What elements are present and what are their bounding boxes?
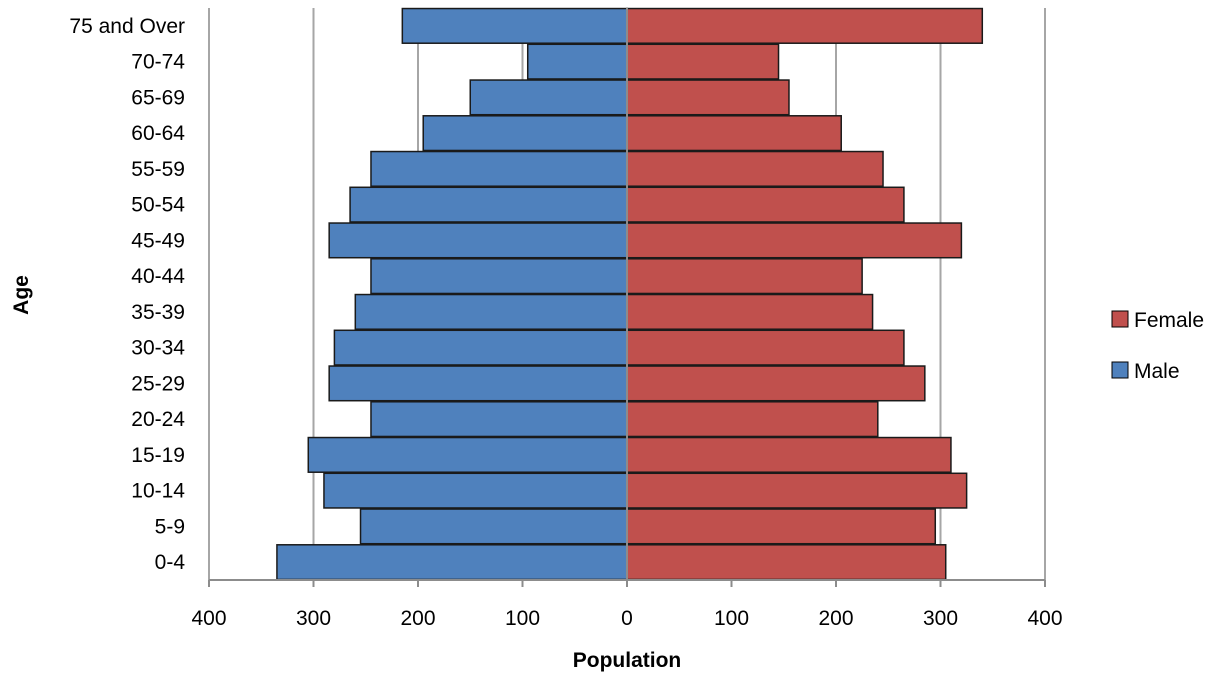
y-tick-label: 60-64 — [131, 122, 185, 145]
bar-male-10-14 — [323, 472, 628, 509]
bar-male-35-39 — [354, 293, 628, 330]
bar-female-10-14 — [626, 472, 968, 509]
x-tick-labels: 400 300 200 100 0 100 200 300 400 — [191, 607, 1062, 630]
legend-label-male: Male — [1134, 360, 1180, 383]
bar-female-25-29 — [626, 365, 926, 402]
y-axis-title: Age — [10, 275, 33, 315]
y-tick-label: 20-24 — [131, 408, 185, 431]
bar-female-65-69 — [626, 79, 790, 116]
bar-female-40-44 — [626, 258, 863, 295]
bar-female-5-9 — [626, 508, 937, 545]
x-tick-label: 0 — [621, 607, 633, 630]
female-bars — [626, 7, 984, 581]
bar-male-25-29 — [328, 365, 628, 402]
bar-male-0-4 — [276, 544, 628, 581]
y-tick-label: 15-19 — [131, 444, 185, 467]
bar-female-0-4 — [626, 544, 947, 581]
legend-swatch-female — [1111, 310, 1129, 328]
bar-male-5-9 — [359, 508, 628, 545]
bar-male-30-34 — [333, 329, 628, 366]
bar-female-50-54 — [626, 186, 905, 223]
legend-swatch-male — [1111, 361, 1129, 379]
y-tick-label: 50-54 — [131, 194, 185, 217]
bar-male-60-64 — [422, 115, 628, 152]
bar-male-45-49 — [328, 222, 628, 259]
y-tick-label: 65-69 — [131, 86, 185, 109]
x-tick-label: 400 — [191, 607, 226, 630]
legend-label-female: Female — [1134, 309, 1204, 332]
x-tick-label: 300 — [296, 607, 331, 630]
bar-male-75-and-over — [401, 7, 628, 44]
y-tick-label: 40-44 — [131, 265, 185, 288]
male-bars — [276, 7, 628, 581]
bar-female-45-49 — [626, 222, 963, 259]
bar-male-50-54 — [349, 186, 628, 223]
bar-female-35-39 — [626, 293, 874, 330]
y-tick-label: 25-29 — [131, 372, 185, 395]
bar-female-15-19 — [626, 436, 952, 473]
y-tick-label: 10-14 — [131, 480, 185, 503]
y-tick-label: 45-49 — [131, 229, 185, 252]
bar-female-70-74 — [626, 43, 780, 80]
y-tick-label: 75 and Over — [69, 15, 185, 38]
bar-male-55-59 — [370, 150, 628, 187]
y-tick-label: 55-59 — [131, 158, 185, 181]
bar-male-15-19 — [307, 436, 628, 473]
y-tick-labels: 0-4 5-9 10-14 15-19 20-24 25-29 30-34 35-39 40-4… — [69, 15, 185, 574]
y-tick-label: 0-4 — [155, 551, 186, 574]
bar-female-20-24 — [626, 401, 879, 438]
x-tick-label: 200 — [400, 607, 435, 630]
y-tick-label: 30-34 — [131, 337, 185, 360]
y-tick-label: 5-9 — [155, 515, 185, 538]
x-axis-title: Population — [573, 649, 682, 672]
bar-male-20-24 — [370, 401, 628, 438]
bar-male-65-69 — [469, 79, 628, 116]
bar-female-75-and-over — [626, 7, 984, 44]
x-tick-label: 100 — [505, 607, 540, 630]
bar-male-70-74 — [526, 43, 628, 80]
x-tick-label: 300 — [923, 607, 958, 630]
x-tick-label: 100 — [714, 607, 749, 630]
bar-female-60-64 — [626, 115, 842, 152]
y-tick-label: 70-74 — [131, 51, 185, 74]
bar-male-40-44 — [370, 258, 628, 295]
y-tick-label: 35-39 — [131, 301, 185, 324]
x-tick-label: 200 — [818, 607, 853, 630]
x-tick-label: 400 — [1027, 607, 1062, 630]
axes — [208, 8, 1046, 587]
bar-female-55-59 — [626, 150, 884, 187]
legend: Female Male — [1111, 309, 1204, 383]
bar-female-30-34 — [626, 329, 905, 366]
